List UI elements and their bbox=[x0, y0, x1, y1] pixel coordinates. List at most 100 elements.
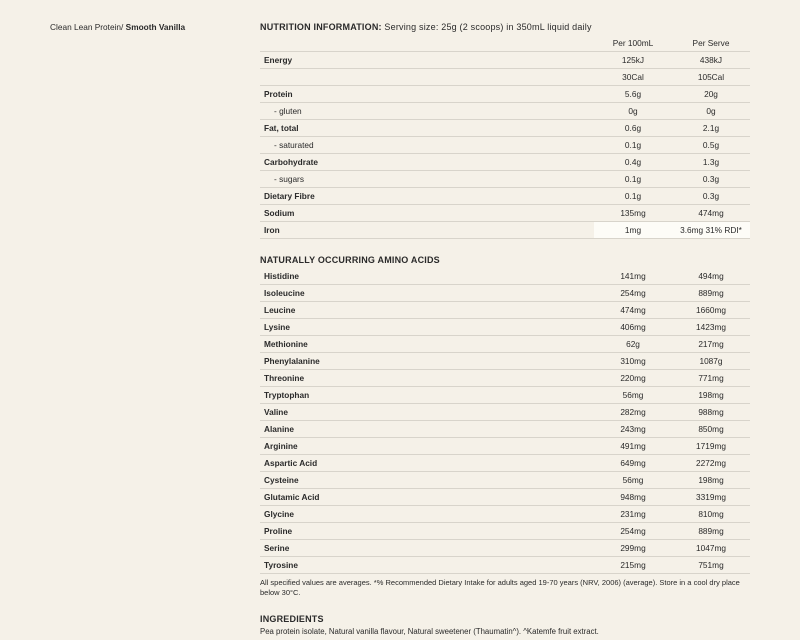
table-row: Leucine474mg1660mg bbox=[260, 302, 750, 319]
row-value-serve: 751mg bbox=[672, 557, 750, 574]
row-value-serve: 105Cal bbox=[672, 69, 750, 86]
row-label: Isoleucine bbox=[260, 285, 594, 302]
row-label: Leucine bbox=[260, 302, 594, 319]
table-row: Fat, total0.6g2.1g bbox=[260, 120, 750, 137]
row-value-100ml: 215mg bbox=[594, 557, 672, 574]
table-row: Energy125kJ438kJ bbox=[260, 52, 750, 69]
table-row: Protein5.6g20g bbox=[260, 86, 750, 103]
row-value-serve: 198mg bbox=[672, 387, 750, 404]
row-value-serve: 1719mg bbox=[672, 438, 750, 455]
row-label: Serine bbox=[260, 540, 594, 557]
row-label: Glutamic Acid bbox=[260, 489, 594, 506]
col-per-100ml: Per 100mL bbox=[594, 35, 672, 52]
row-value-100ml: 56mg bbox=[594, 387, 672, 404]
table-row: Valine282mg988mg bbox=[260, 404, 750, 421]
aminos-footnote: All specified values are averages. *% Re… bbox=[260, 578, 750, 598]
row-label: - sugars bbox=[260, 171, 594, 188]
row-value-100ml: 0.4g bbox=[594, 154, 672, 171]
row-value-100ml: 56mg bbox=[594, 472, 672, 489]
row-label: - saturated bbox=[260, 137, 594, 154]
row-value-serve: 0.3g bbox=[672, 171, 750, 188]
table-row: Histidine141mg494mg bbox=[260, 268, 750, 285]
row-label: Lysine bbox=[260, 319, 594, 336]
table-row: Serine299mg1047mg bbox=[260, 540, 750, 557]
row-value-100ml: 948mg bbox=[594, 489, 672, 506]
row-value-100ml: 5.6g bbox=[594, 86, 672, 103]
table-row: Alanine243mg850mg bbox=[260, 421, 750, 438]
product-title: Clean Lean Protein/ Smooth Vanilla bbox=[50, 22, 230, 32]
row-label: Fat, total bbox=[260, 120, 594, 137]
row-value-serve: 850mg bbox=[672, 421, 750, 438]
ingredients-text: Pea protein isolate, Natural vanilla fla… bbox=[260, 627, 750, 636]
table-row: Carbohydrate0.4g1.3g bbox=[260, 154, 750, 171]
row-value-100ml: 406mg bbox=[594, 319, 672, 336]
table-row: Arginine491mg1719mg bbox=[260, 438, 750, 455]
row-value-serve: 771mg bbox=[672, 370, 750, 387]
row-label: - gluten bbox=[260, 103, 594, 120]
row-value-serve: 20g bbox=[672, 86, 750, 103]
row-value-serve: 988mg bbox=[672, 404, 750, 421]
row-label: Alanine bbox=[260, 421, 594, 438]
row-value-100ml: 135mg bbox=[594, 205, 672, 222]
table-row: Lysine406mg1423mg bbox=[260, 319, 750, 336]
product-line1: Clean Lean Protein/ bbox=[50, 22, 123, 32]
row-value-100ml: 282mg bbox=[594, 404, 672, 421]
row-label: Sodium bbox=[260, 205, 594, 222]
row-value-100ml: 30Cal bbox=[594, 69, 672, 86]
product-line2: Smooth Vanilla bbox=[126, 22, 185, 32]
row-label: Carbohydrate bbox=[260, 154, 594, 171]
row-value-100ml: 254mg bbox=[594, 523, 672, 540]
nutrition-table: Per 100mL Per Serve Energy125kJ438kJ30Ca… bbox=[260, 35, 750, 239]
aminos-header: NATURALLY OCCURRING AMINO ACIDS bbox=[260, 255, 750, 265]
row-label: Valine bbox=[260, 404, 594, 421]
table-row: Dietary Fibre0.1g0.3g bbox=[260, 188, 750, 205]
row-label: Dietary Fibre bbox=[260, 188, 594, 205]
row-value-100ml: 299mg bbox=[594, 540, 672, 557]
row-value-serve: 1.3g bbox=[672, 154, 750, 171]
table-row: - gluten0g0g bbox=[260, 103, 750, 120]
row-value-100ml: 254mg bbox=[594, 285, 672, 302]
table-row: Threonine220mg771mg bbox=[260, 370, 750, 387]
row-value-100ml: 310mg bbox=[594, 353, 672, 370]
row-value-serve: 3319mg bbox=[672, 489, 750, 506]
table-row: Glycine231mg810mg bbox=[260, 506, 750, 523]
table-row: Aspartic Acid649mg2272mg bbox=[260, 455, 750, 472]
col-per-serve: Per Serve bbox=[672, 35, 750, 52]
row-label: Tryptophan bbox=[260, 387, 594, 404]
row-value-serve: 217mg bbox=[672, 336, 750, 353]
row-label: Tyrosine bbox=[260, 557, 594, 574]
row-value-serve: 889mg bbox=[672, 523, 750, 540]
row-value-100ml: 220mg bbox=[594, 370, 672, 387]
row-value-serve: 1423mg bbox=[672, 319, 750, 336]
row-value-100ml: 649mg bbox=[594, 455, 672, 472]
table-row: Phenylalanine310mg1087g bbox=[260, 353, 750, 370]
row-label: Glycine bbox=[260, 506, 594, 523]
row-label: Methionine bbox=[260, 336, 594, 353]
aminos-table: Histidine141mg494mgIsoleucine254mg889mgL… bbox=[260, 268, 750, 574]
row-value-serve: 494mg bbox=[672, 268, 750, 285]
table-row: Tryptophan56mg198mg bbox=[260, 387, 750, 404]
table-row: - sugars0.1g0.3g bbox=[260, 171, 750, 188]
table-row: Tyrosine215mg751mg bbox=[260, 557, 750, 574]
table-row: Glutamic Acid948mg3319mg bbox=[260, 489, 750, 506]
row-value-100ml: 1mg bbox=[594, 222, 672, 239]
table-row: Sodium135mg474mg bbox=[260, 205, 750, 222]
row-value-serve: 1660mg bbox=[672, 302, 750, 319]
row-label: Phenylalanine bbox=[260, 353, 594, 370]
row-value-serve: 810mg bbox=[672, 506, 750, 523]
row-value-100ml: 62g bbox=[594, 336, 672, 353]
row-value-serve: 2.1g bbox=[672, 120, 750, 137]
table-row: - saturated0.1g0.5g bbox=[260, 137, 750, 154]
row-label bbox=[260, 69, 594, 86]
row-value-100ml: 474mg bbox=[594, 302, 672, 319]
row-value-serve: 198mg bbox=[672, 472, 750, 489]
row-label: Proline bbox=[260, 523, 594, 540]
row-value-100ml: 0g bbox=[594, 103, 672, 120]
table-row: Proline254mg889mg bbox=[260, 523, 750, 540]
row-value-100ml: 0.1g bbox=[594, 171, 672, 188]
nutrition-header: NUTRITION INFORMATION: Serving size: 25g… bbox=[260, 22, 750, 32]
row-value-serve: 438kJ bbox=[672, 52, 750, 69]
row-value-serve: 0g bbox=[672, 103, 750, 120]
row-value-serve: 474mg bbox=[672, 205, 750, 222]
ingredients-header: INGREDIENTS bbox=[260, 614, 750, 624]
